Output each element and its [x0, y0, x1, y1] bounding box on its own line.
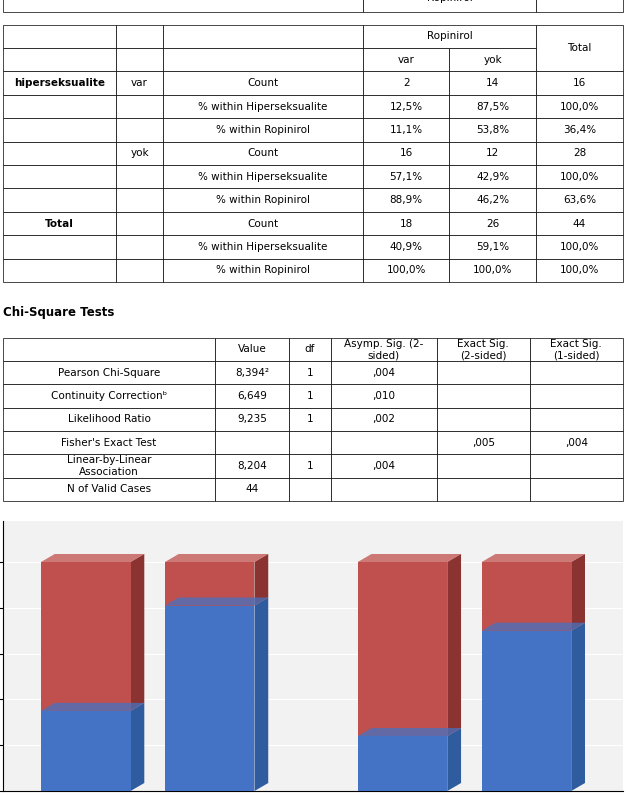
- Polygon shape: [571, 622, 585, 791]
- Bar: [116, 25, 163, 48]
- Bar: [362, 48, 449, 72]
- Bar: [357, 562, 447, 736]
- Text: var: var: [398, 55, 414, 64]
- Polygon shape: [41, 554, 144, 562]
- Bar: [116, 48, 163, 72]
- Bar: [536, 0, 623, 12]
- Bar: [357, 736, 447, 791]
- Text: Total: Total: [567, 43, 592, 53]
- Polygon shape: [41, 703, 144, 711]
- Bar: [3, 48, 116, 72]
- Bar: [3, 25, 116, 48]
- Bar: [362, 0, 536, 12]
- Polygon shape: [165, 554, 268, 562]
- Text: Chi-Square Tests: Chi-Square Tests: [3, 306, 115, 319]
- Polygon shape: [447, 554, 461, 736]
- Polygon shape: [357, 554, 461, 562]
- Bar: [165, 562, 254, 606]
- Polygon shape: [130, 703, 144, 791]
- Bar: [536, 25, 623, 72]
- Polygon shape: [481, 622, 585, 630]
- Polygon shape: [130, 554, 144, 711]
- Polygon shape: [165, 598, 268, 606]
- Text: Ropinirol: Ropinirol: [426, 31, 473, 41]
- Bar: [482, 630, 571, 791]
- Bar: [165, 606, 254, 791]
- Bar: [3, 0, 362, 12]
- Text: yok: yok: [483, 55, 502, 64]
- Bar: [482, 562, 571, 630]
- Text: Ropinirol: Ropinirol: [426, 0, 473, 3]
- Polygon shape: [481, 554, 585, 562]
- Polygon shape: [254, 598, 268, 791]
- Bar: [163, 25, 362, 48]
- Bar: [41, 711, 130, 791]
- Polygon shape: [447, 728, 461, 791]
- Polygon shape: [254, 554, 268, 606]
- Bar: [449, 48, 536, 72]
- Bar: [41, 562, 130, 711]
- Polygon shape: [571, 554, 585, 630]
- Bar: [163, 48, 362, 72]
- Bar: [362, 25, 536, 48]
- Polygon shape: [357, 728, 461, 736]
